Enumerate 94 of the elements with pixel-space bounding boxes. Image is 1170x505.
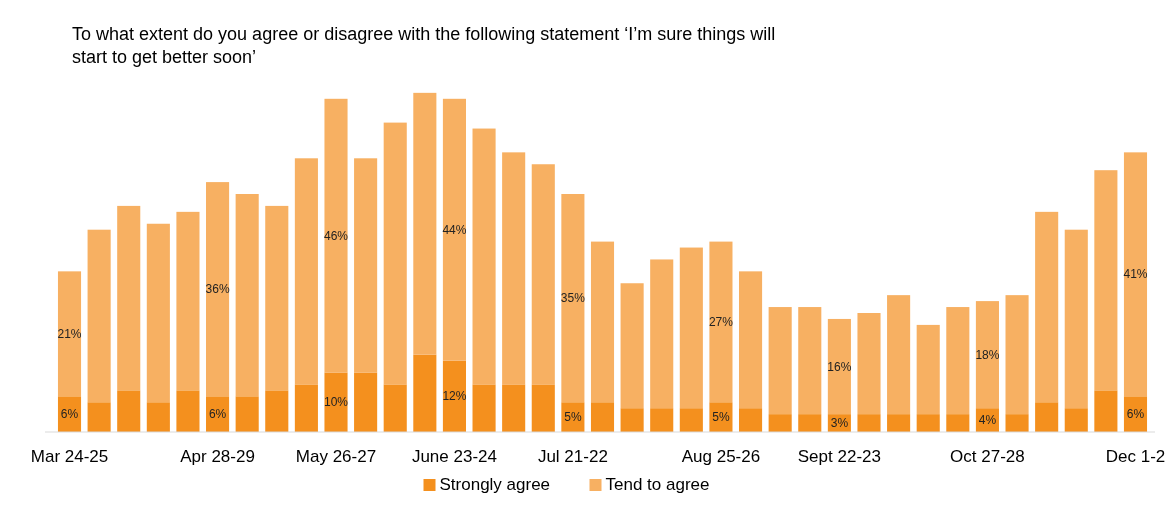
bar bbox=[117, 390, 141, 432]
bar bbox=[265, 205, 289, 391]
bar bbox=[975, 301, 999, 409]
data-label: 4% bbox=[978, 413, 997, 428]
bar bbox=[146, 223, 170, 403]
bar bbox=[265, 390, 289, 432]
bar bbox=[739, 271, 763, 409]
bar bbox=[650, 408, 674, 432]
bar bbox=[442, 98, 466, 361]
bar bbox=[206, 182, 230, 397]
bar bbox=[324, 98, 348, 373]
data-label: 5% bbox=[564, 410, 582, 425]
bar bbox=[383, 122, 407, 385]
bar bbox=[768, 307, 792, 415]
x-tick-label: Sept 22-23 bbox=[797, 447, 881, 466]
bar bbox=[176, 390, 200, 432]
bar bbox=[413, 92, 437, 355]
bar bbox=[146, 402, 170, 432]
bar bbox=[946, 414, 970, 432]
bar bbox=[1094, 390, 1118, 432]
x-tick-label: Jul 21-22 bbox=[537, 447, 608, 466]
bar bbox=[502, 384, 526, 432]
x-tick-label: Apr 28-29 bbox=[180, 447, 255, 466]
bar bbox=[324, 372, 348, 432]
data-label: 6% bbox=[60, 407, 79, 422]
legend-label: Tend to agree bbox=[605, 475, 710, 494]
bar bbox=[294, 384, 318, 432]
bar bbox=[709, 241, 733, 403]
bar bbox=[650, 259, 674, 409]
bar bbox=[620, 408, 644, 432]
data-label: 35% bbox=[560, 291, 586, 306]
bar bbox=[798, 414, 822, 432]
bar bbox=[827, 318, 851, 415]
bar bbox=[87, 402, 111, 432]
bar bbox=[383, 384, 407, 432]
bar bbox=[679, 247, 703, 409]
bar bbox=[887, 295, 911, 415]
bar bbox=[590, 241, 615, 403]
bar bbox=[857, 414, 881, 432]
bar bbox=[1123, 152, 1148, 397]
bar bbox=[176, 211, 200, 391]
bar bbox=[887, 414, 911, 432]
bar bbox=[857, 313, 881, 415]
bar bbox=[620, 283, 644, 409]
bar bbox=[57, 271, 82, 397]
bar bbox=[1035, 211, 1059, 403]
x-tick-label: May 26-27 bbox=[295, 447, 377, 466]
data-label: 10% bbox=[323, 395, 349, 410]
chart-title: To what extent do you agree or disagree with the following statement ‘I’m sure things will start to get better soon’ bbox=[72, 24, 776, 67]
bar bbox=[1064, 408, 1088, 432]
x-tick-label: Oct 27-28 bbox=[950, 447, 1025, 466]
bar bbox=[679, 408, 703, 432]
x-tick-label: Mar 24-25 bbox=[30, 447, 109, 466]
bar bbox=[413, 354, 437, 432]
bar bbox=[916, 324, 940, 415]
data-label: 5% bbox=[712, 410, 730, 425]
bar bbox=[590, 402, 615, 432]
x-tick-label: Aug 25-26 bbox=[681, 447, 761, 466]
data-label: 21% bbox=[57, 326, 82, 341]
bar bbox=[87, 229, 111, 403]
data-label: 6% bbox=[1126, 407, 1145, 422]
bar bbox=[1064, 229, 1088, 409]
bar bbox=[916, 414, 940, 432]
data-label: 16% bbox=[827, 359, 852, 374]
bar bbox=[235, 194, 259, 397]
bar bbox=[354, 372, 378, 432]
bar bbox=[739, 408, 763, 432]
bar bbox=[1005, 295, 1029, 415]
bar bbox=[502, 152, 526, 385]
x-tick-label: June 23-24 bbox=[411, 447, 497, 466]
bar bbox=[442, 360, 466, 432]
legend-label: Strongly agree bbox=[439, 475, 551, 494]
data-label: 12% bbox=[442, 389, 467, 404]
bar bbox=[235, 396, 259, 432]
bar bbox=[798, 307, 822, 415]
bar bbox=[1005, 414, 1029, 432]
bar bbox=[354, 158, 378, 373]
bar bbox=[531, 384, 555, 432]
bar bbox=[946, 307, 970, 415]
data-label: 46% bbox=[323, 228, 349, 243]
data-label: 27% bbox=[708, 314, 734, 329]
bar bbox=[294, 158, 318, 385]
bar bbox=[472, 128, 496, 385]
bar bbox=[531, 164, 555, 385]
bar bbox=[472, 384, 496, 432]
bar bbox=[768, 414, 792, 432]
data-label: 6% bbox=[208, 407, 227, 422]
data-label: 18% bbox=[975, 347, 1000, 362]
bar bbox=[1035, 402, 1059, 432]
data-label: 3% bbox=[830, 416, 849, 431]
bar bbox=[117, 205, 141, 391]
bar bbox=[1094, 170, 1118, 391]
x-tick-label: Dec 1-2 bbox=[1105, 447, 1166, 466]
bar bbox=[561, 194, 585, 403]
